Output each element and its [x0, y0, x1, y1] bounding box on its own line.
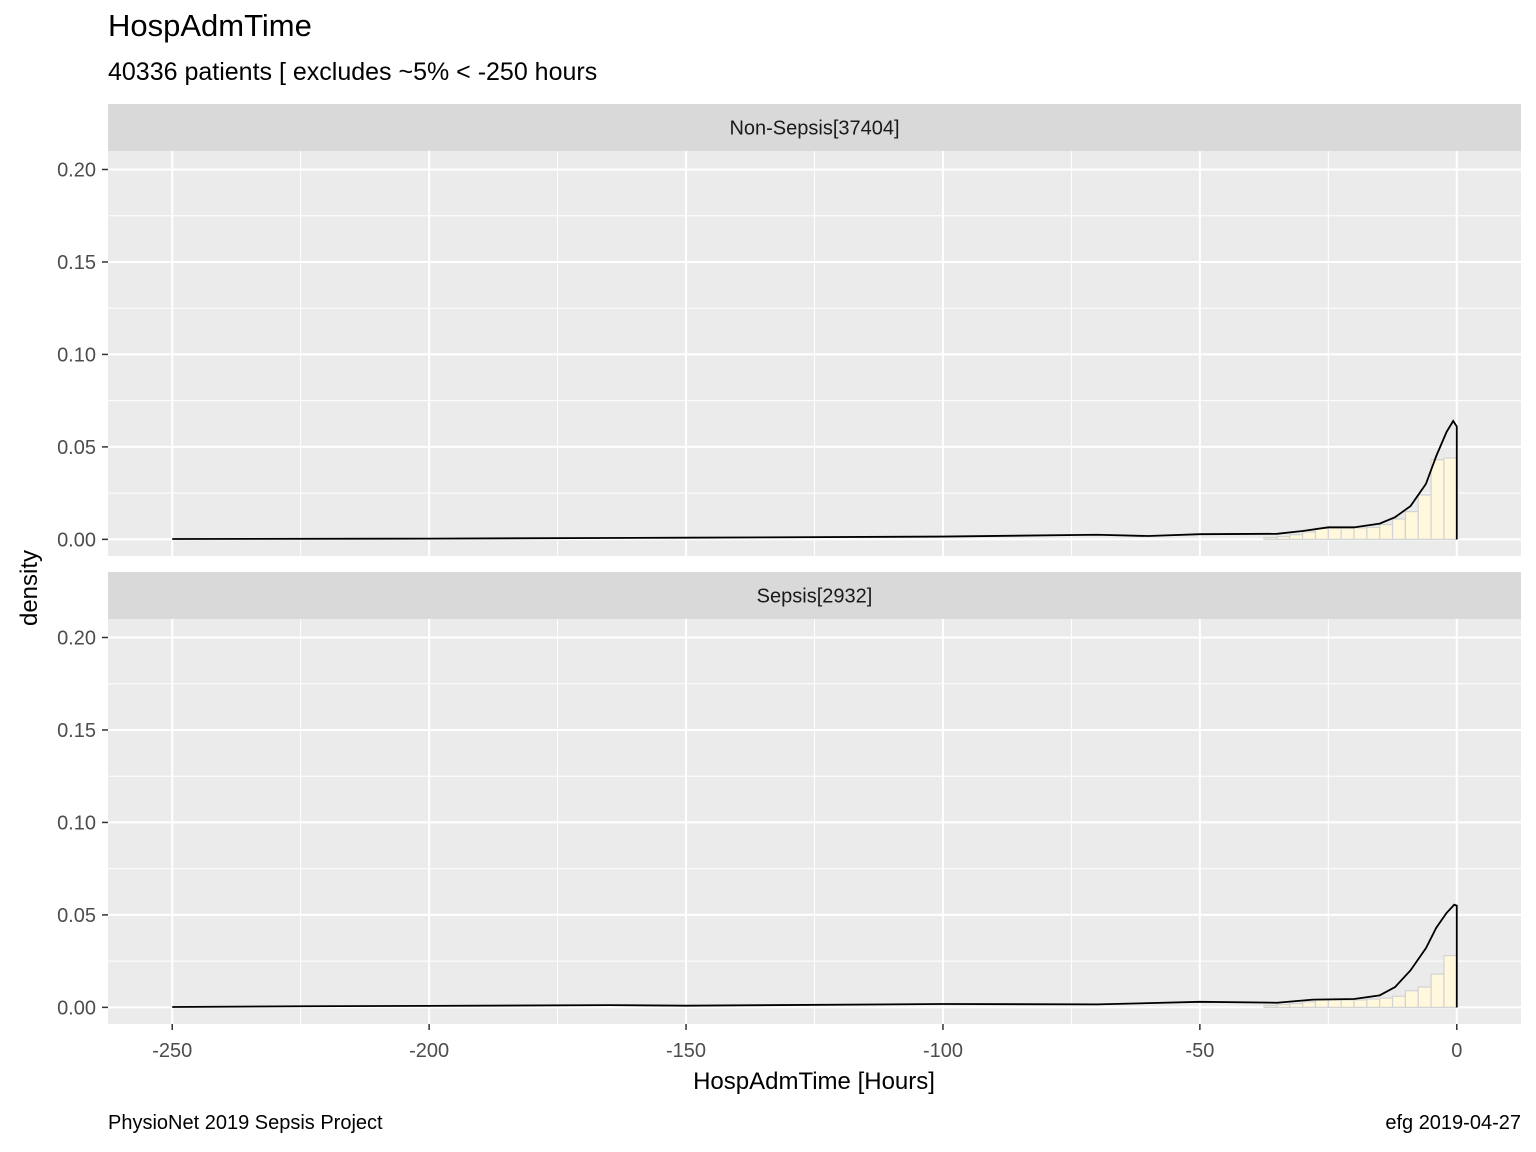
y-tick-label: 0.15: [57, 252, 96, 274]
x-tick-label: -100: [923, 1040, 963, 1062]
histogram-bar: [1443, 954, 1458, 1008]
histogram-bar: [1340, 527, 1355, 540]
histogram-bar: [1391, 995, 1406, 1008]
histogram-bar: [1417, 986, 1432, 1008]
y-tick-label: 0.00: [57, 997, 96, 1019]
histogram-bar: [1404, 990, 1419, 1008]
caption-source: PhysioNet 2019 Sepsis Project: [108, 1112, 383, 1134]
y-tick-label: 0.20: [57, 159, 96, 181]
histogram-bar: [1391, 518, 1406, 540]
facet-strip-label: Sepsis[2932]: [757, 586, 873, 608]
histogram-bar: [1263, 1004, 1278, 1008]
x-tick-label: 0: [1451, 1040, 1462, 1062]
chart-title: HospAdmTime: [108, 8, 312, 43]
facet-strip: [108, 104, 1521, 151]
y-tick-label: 0.00: [57, 529, 96, 551]
y-tick-label: 0.05: [57, 905, 96, 927]
facet-strip: [108, 572, 1521, 619]
facet-strip-label: Non-Sepsis[37404]: [729, 118, 899, 140]
histogram-bar: [1340, 999, 1355, 1008]
histogram-bar: [1314, 999, 1329, 1008]
histogram-bar: [1404, 511, 1419, 540]
histogram-bar: [1430, 459, 1445, 540]
histogram-bar: [1430, 973, 1445, 1008]
x-tick-label: -150: [666, 1040, 706, 1062]
histogram-bar: [1289, 1003, 1304, 1008]
density-curve: [172, 903, 1458, 1008]
histogram-bar: [1327, 999, 1342, 1008]
chart-subtitle: 40336 patients [ excludes ~5% < -250 hou…: [108, 58, 598, 86]
histogram-bar: [1353, 527, 1368, 540]
y-tick-label: 0.05: [57, 437, 96, 459]
histogram-bar: [1366, 526, 1381, 540]
y-tick-label: 0.10: [57, 344, 96, 366]
caption-author-date: efg 2019-04-27: [1385, 1112, 1521, 1134]
histogram-bar: [1263, 536, 1278, 540]
histogram-bar: [1327, 527, 1342, 540]
x-tick-label: -50: [1185, 1040, 1214, 1062]
histogram-bar: [1302, 1001, 1317, 1008]
x-axis-label: HospAdmTime [Hours]: [693, 1068, 935, 1095]
x-tick-label: -250: [152, 1040, 192, 1062]
histogram-bar: [1379, 997, 1394, 1008]
histogram-bar: [1443, 457, 1458, 540]
density-curve: [172, 419, 1458, 540]
y-tick-label: 0.15: [57, 720, 96, 742]
histogram-bar: [1276, 535, 1291, 540]
histogram-bar: [1353, 999, 1368, 1008]
histogram-bar: [1366, 998, 1381, 1008]
y-axis-label: density: [16, 549, 43, 627]
histogram-bar: [1276, 1003, 1291, 1008]
histogram-bar: [1302, 531, 1317, 540]
histogram-bar: [1289, 534, 1304, 540]
histogram-bar: [1417, 494, 1432, 540]
histogram-bar: [1314, 527, 1329, 540]
y-tick-label: 0.10: [57, 812, 96, 834]
y-tick-label: 0.20: [57, 627, 96, 649]
histogram-bar: [1379, 523, 1394, 540]
x-tick-label: -200: [409, 1040, 449, 1062]
